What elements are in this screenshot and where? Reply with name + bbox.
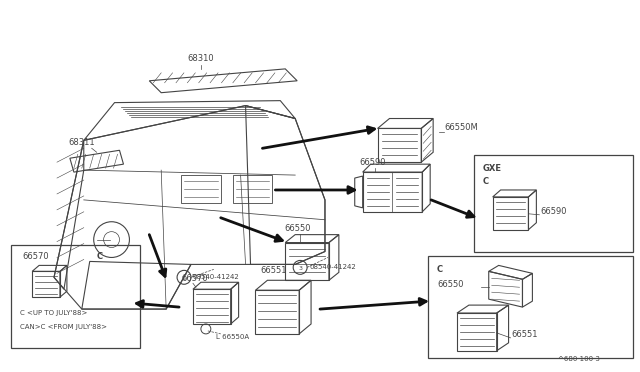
Text: C: C (437, 265, 444, 275)
Text: 08540-41242: 08540-41242 (193, 274, 240, 280)
Text: 66551: 66551 (260, 266, 287, 275)
Text: 66570: 66570 (181, 274, 207, 283)
Text: 3: 3 (298, 266, 302, 272)
Text: 68310: 68310 (188, 54, 214, 63)
Text: C: C (483, 177, 489, 186)
Text: 68311: 68311 (68, 138, 95, 147)
Text: 66570: 66570 (22, 253, 49, 262)
Text: C <UP TO JULY'88>: C <UP TO JULY'88> (20, 310, 88, 316)
Text: 66550M: 66550M (444, 124, 478, 132)
Text: GXE: GXE (483, 164, 502, 173)
Text: S: S (182, 276, 186, 281)
Text: 08540-41242: 08540-41242 (309, 264, 356, 270)
Text: CAN>C <FROM JULY'88>: CAN>C <FROM JULY'88> (20, 324, 108, 330)
Text: 66551: 66551 (511, 330, 538, 339)
Text: ^680 100 3: ^680 100 3 (558, 356, 600, 362)
Text: 66550: 66550 (437, 280, 463, 289)
Text: 66550: 66550 (284, 224, 311, 232)
Text: 66590: 66590 (360, 158, 386, 167)
Text: C: C (97, 253, 103, 262)
Text: 66590: 66590 (540, 207, 567, 216)
Text: L 66550A: L 66550A (216, 334, 249, 340)
